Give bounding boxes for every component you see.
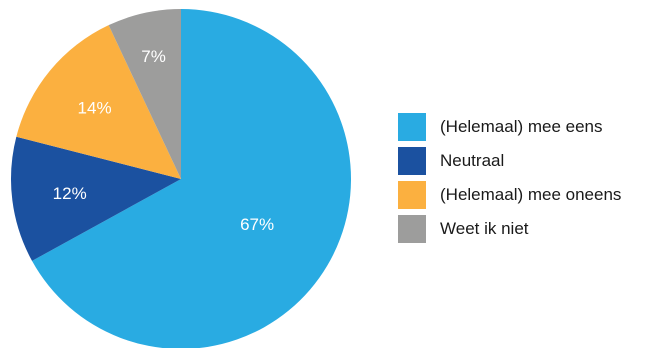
- legend-label: Neutraal: [440, 151, 505, 170]
- legend-swatch: [398, 181, 426, 209]
- pie-slice: [16, 25, 181, 180]
- legend-item-weet-ik-niet: Weet ik niet: [398, 212, 621, 246]
- legend-label: (Helemaal) mee eens: [440, 117, 603, 136]
- legend-item-mee-oneens: (Helemaal) mee oneens: [398, 178, 621, 212]
- slice-data-label: 14%: [78, 98, 112, 117]
- legend-item-mee-eens: (Helemaal) mee eens: [398, 110, 621, 144]
- legend-label: Weet ik niet: [440, 219, 529, 238]
- slice-data-label: 12%: [53, 184, 87, 203]
- slice-data-label: 67%: [240, 215, 274, 234]
- legend-item-neutraal: Neutraal: [398, 144, 621, 178]
- legend-swatch: [398, 215, 426, 243]
- pie-slice: [11, 136, 182, 261]
- legend-swatch: [398, 147, 426, 175]
- pie-slice: [108, 9, 181, 179]
- pie-slice: [32, 9, 351, 348]
- legend: (Helemaal) mee eens Neutraal (Helemaal) …: [398, 110, 621, 246]
- slice-data-label: 7%: [141, 47, 166, 66]
- legend-label: (Helemaal) mee oneens: [440, 185, 622, 204]
- legend-swatch: [398, 113, 426, 141]
